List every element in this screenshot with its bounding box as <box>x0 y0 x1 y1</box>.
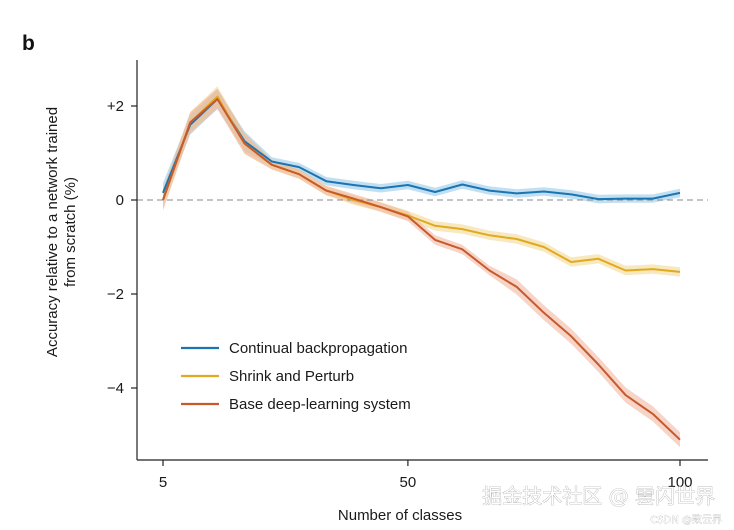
legend: Continual backpropagation Shrink and Pert… <box>181 340 411 413</box>
y-tick-label: +2 <box>107 98 124 115</box>
y-axis-title-line2: from scratch (%) <box>62 177 79 287</box>
y-ticks: +2 0 −2 −4 <box>107 98 137 397</box>
y-tick-label: −4 <box>107 380 124 397</box>
x-tick-label: 5 <box>159 474 167 491</box>
band-shrink-and-perturb <box>163 86 680 277</box>
x-tick-label: 100 <box>667 474 692 491</box>
x-tick-label: 50 <box>400 474 417 491</box>
y-tick-label: −2 <box>107 286 124 303</box>
legend-label: Base deep-learning system <box>229 396 411 413</box>
legend-label: Continual backpropagation <box>229 340 407 357</box>
y-axis-title: Accuracy relative to a network trained f… <box>44 107 79 357</box>
x-ticks: 5 50 100 <box>159 460 693 491</box>
series-lines <box>162 95 681 441</box>
panel-label: b <box>22 32 35 55</box>
watermark-main: 掘金技术社区 @ 雲闪世界 <box>482 484 715 508</box>
band-base-deep-learning-system <box>163 88 680 448</box>
y-axis-title-line1: Accuracy relative to a network trained <box>44 107 61 357</box>
line-continual-backpropagation <box>162 98 681 201</box>
watermark-sub: CSDN @致云界 <box>650 513 722 526</box>
legend-label: Shrink and Perturb <box>229 368 354 385</box>
confidence-bands <box>163 86 680 448</box>
x-axis-title: Number of classes <box>338 507 462 524</box>
y-tick-label: 0 <box>116 192 124 209</box>
line-base-deep-learning-system <box>162 98 681 441</box>
